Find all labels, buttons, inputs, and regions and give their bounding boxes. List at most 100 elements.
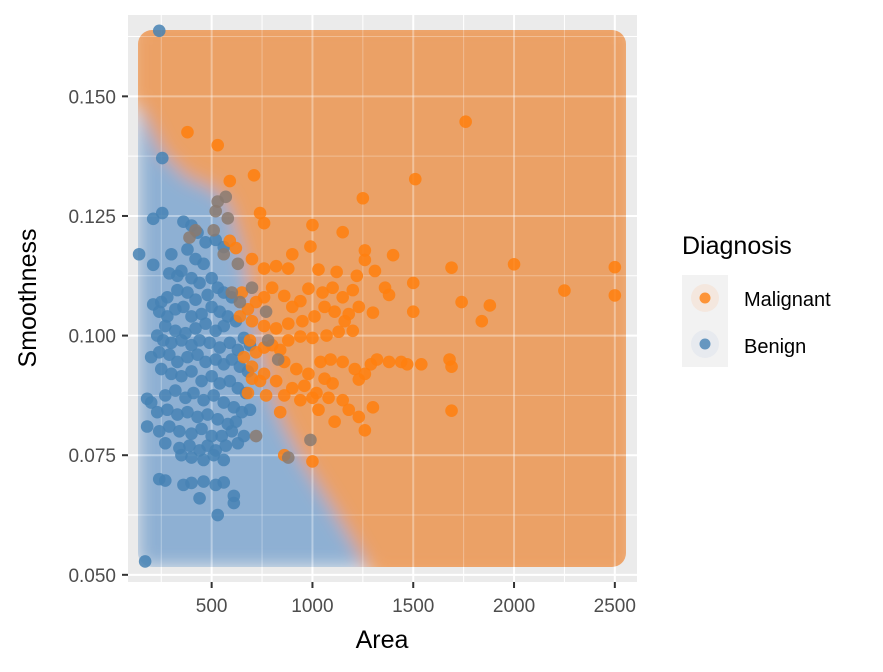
data-point-malignant xyxy=(358,253,372,267)
decision-regions xyxy=(138,30,626,567)
data-point-malignant xyxy=(245,314,259,328)
data-point-malignant xyxy=(285,381,299,395)
data-point-benign xyxy=(213,341,227,354)
data-point-benign xyxy=(223,374,237,388)
data-point-benign xyxy=(185,427,198,440)
data-point-benign xyxy=(199,317,212,330)
data-point-malignant xyxy=(285,300,299,314)
data-point-benign xyxy=(165,336,178,350)
data-point-benign xyxy=(207,448,220,462)
data-point-benign xyxy=(243,403,257,417)
data-point-malignant xyxy=(312,263,325,276)
data-point-malignant xyxy=(308,310,321,323)
data-point-malignant xyxy=(269,259,283,273)
x-tick-label: 2000 xyxy=(493,596,535,617)
data-point-malignant xyxy=(241,302,255,316)
data-point-benign xyxy=(158,389,172,402)
malignant-region xyxy=(138,30,626,567)
data-point-overlap xyxy=(211,195,225,208)
data-point-malignant xyxy=(406,305,420,318)
data-point-malignant xyxy=(445,360,458,373)
data-point-benign xyxy=(211,508,225,522)
data-point-malignant xyxy=(249,295,263,309)
data-point-benign xyxy=(185,310,198,323)
data-point-malignant xyxy=(306,331,319,345)
data-point-malignant xyxy=(318,372,331,385)
data-point-benign xyxy=(181,286,194,299)
data-point-benign xyxy=(189,322,202,335)
data-point-malignant xyxy=(281,317,295,330)
data-point-malignant xyxy=(445,261,458,274)
data-point-benign xyxy=(231,436,245,450)
y-axis-title: Smoothness xyxy=(14,229,42,368)
legend-item-malignant: Malignant xyxy=(691,284,831,312)
data-point-malignant xyxy=(245,360,259,373)
y-tick-label: 0.050 xyxy=(68,566,116,587)
data-point-benign xyxy=(169,324,182,338)
data-point-malignant xyxy=(382,288,396,302)
data-point-benign xyxy=(155,206,169,220)
data-point-malignant xyxy=(265,281,279,295)
data-point-benign xyxy=(197,475,210,488)
data-point-malignant xyxy=(277,289,291,303)
data-point-benign xyxy=(152,24,166,38)
data-point-benign xyxy=(155,151,169,165)
data-point-malignant xyxy=(346,324,360,338)
y-tick-label: 0.075 xyxy=(68,446,116,467)
data-point-benign xyxy=(154,362,168,376)
data-point-malignant xyxy=(483,299,497,312)
data-point-benign xyxy=(211,413,225,426)
data-point-malignant xyxy=(338,314,352,328)
data-point-benign xyxy=(175,369,188,383)
data-point-overlap xyxy=(183,231,196,244)
data-point-benign xyxy=(217,453,231,467)
data-point-benign xyxy=(199,355,212,369)
data-point-overlap xyxy=(271,353,285,366)
data-point-malignant xyxy=(350,269,364,283)
data-point-overlap xyxy=(225,286,239,299)
data-point-benign xyxy=(223,336,237,350)
data-point-malignant xyxy=(241,386,255,400)
data-point-benign xyxy=(209,324,222,338)
data-point-malignant xyxy=(259,389,273,402)
data-point-malignant xyxy=(181,125,194,139)
data-point-malignant xyxy=(324,353,337,366)
data-point-malignant xyxy=(366,306,380,319)
data-point-malignant xyxy=(285,247,299,261)
data-point-malignant xyxy=(336,393,349,407)
data-point-benign xyxy=(227,496,241,510)
data-point-malignant xyxy=(257,319,271,333)
data-point-malignant xyxy=(314,355,327,369)
data-point-benign xyxy=(171,408,184,421)
data-point-benign xyxy=(199,235,212,249)
data-point-benign xyxy=(181,350,194,364)
legend-title: Diagnosis xyxy=(682,232,792,260)
y-axis-ticks: 0.050 0.075 0.100 0.125 0.150 xyxy=(68,87,128,587)
data-point-benign xyxy=(197,257,210,271)
data-point-benign xyxy=(185,476,198,490)
data-point-benign xyxy=(191,410,204,424)
data-point-benign xyxy=(205,369,218,383)
data-point-malignant xyxy=(406,276,420,290)
data-point-benign xyxy=(161,403,174,417)
data-point-malignant xyxy=(306,391,319,405)
data-point-malignant xyxy=(336,291,349,304)
data-point-malignant xyxy=(368,264,382,278)
data-point-benign xyxy=(225,353,239,366)
legend-label-benign: Benign xyxy=(744,336,806,358)
data-point-benign xyxy=(181,405,194,419)
data-point-malignant xyxy=(245,252,259,266)
data-point-malignant xyxy=(342,403,356,417)
data-point-benign xyxy=(132,247,146,261)
data-point-benign xyxy=(193,491,206,505)
data-point-malignant xyxy=(211,138,225,152)
data-point-benign xyxy=(229,415,243,429)
data-point-malignant xyxy=(298,379,311,393)
data-point-benign xyxy=(158,436,172,450)
data-point-benign xyxy=(187,386,200,400)
data-point-benign xyxy=(185,365,198,378)
data-point-malignant xyxy=(336,225,349,239)
data-point-benign xyxy=(150,405,164,419)
data-point-benign xyxy=(203,336,216,350)
data-point-malignant xyxy=(352,300,366,314)
